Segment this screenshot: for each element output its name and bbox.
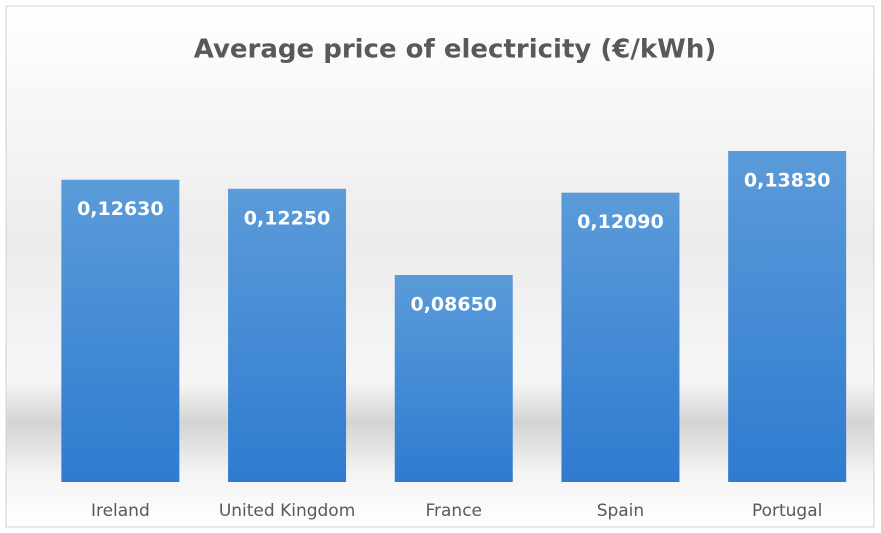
x-tick-label: Portugal (752, 501, 822, 521)
chart-title: Average price of electricity (€/kWh) (194, 35, 716, 65)
value-label: 0,08650 (410, 293, 497, 315)
x-tick-label: France (425, 501, 482, 521)
value-label: 0,13830 (744, 170, 831, 192)
value-label: 0,12090 (577, 211, 664, 233)
bar (394, 274, 513, 482)
bar (61, 179, 180, 483)
value-label: 0,12250 (244, 207, 331, 229)
x-tick-label: Ireland (91, 501, 150, 521)
bar (728, 151, 847, 482)
x-tick-label: United Kingdom (219, 501, 355, 521)
x-tick-label: Spain (597, 501, 645, 521)
value-label: 0,12630 (77, 198, 164, 220)
bar (228, 188, 347, 483)
bar (561, 192, 680, 482)
